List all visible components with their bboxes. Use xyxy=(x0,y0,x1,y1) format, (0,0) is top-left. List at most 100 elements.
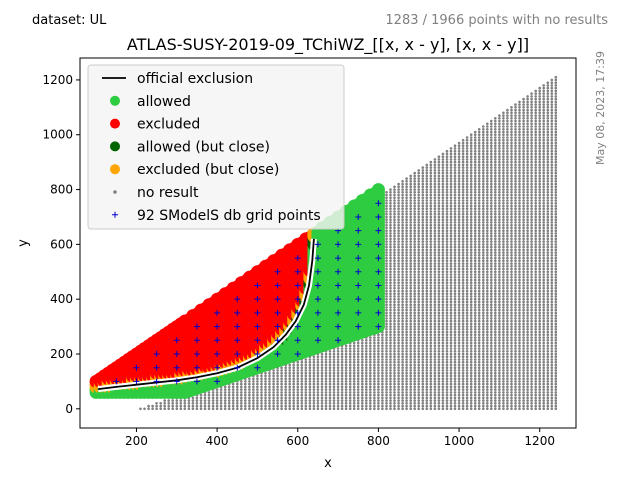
no-result-point xyxy=(494,402,497,405)
no-result-point xyxy=(433,295,437,298)
no-result-point xyxy=(510,297,513,301)
no-result-point xyxy=(502,152,505,156)
no-result-point xyxy=(445,185,449,189)
no-result-point xyxy=(421,199,425,202)
no-result-point xyxy=(522,328,525,331)
no-result-point xyxy=(417,265,421,268)
no-result-point xyxy=(510,402,513,405)
no-result-point xyxy=(312,393,316,397)
no-result-point xyxy=(171,402,174,405)
no-result-point xyxy=(469,141,473,145)
no-result-point xyxy=(445,218,449,221)
no-result-point xyxy=(514,347,517,350)
no-result-point xyxy=(502,388,505,391)
no-result-point xyxy=(369,350,372,353)
no-result-point xyxy=(433,311,437,315)
no-result-point xyxy=(405,273,408,276)
no-result-point xyxy=(389,317,392,320)
no-result-point xyxy=(526,407,529,411)
no-result-point xyxy=(469,363,473,367)
no-result-point xyxy=(437,243,441,246)
no-result-point xyxy=(522,138,525,142)
no-result-point xyxy=(445,382,449,386)
no-result-point xyxy=(421,325,425,328)
no-result-point xyxy=(191,399,195,402)
no-result-point xyxy=(441,158,445,161)
no-result-point xyxy=(377,369,380,372)
no-result-point xyxy=(336,347,340,350)
no-result-point xyxy=(518,223,521,227)
no-result-point xyxy=(457,223,461,227)
no-result-point xyxy=(498,322,501,326)
no-result-point xyxy=(457,374,461,378)
no-result-point xyxy=(437,270,441,274)
no-result-point xyxy=(223,393,227,397)
no-result-point xyxy=(490,402,493,405)
no-result-point xyxy=(405,286,408,290)
no-result-point xyxy=(514,103,517,106)
no-result-point xyxy=(514,289,517,293)
no-result-point xyxy=(377,352,380,356)
no-result-point xyxy=(348,391,352,394)
no-result-point xyxy=(373,358,376,361)
no-result-point xyxy=(401,245,404,249)
no-result-point xyxy=(498,358,501,361)
no-result-point xyxy=(252,380,255,383)
no-result-point xyxy=(473,232,477,235)
no-result-point xyxy=(486,303,489,307)
no-result-point xyxy=(284,407,288,411)
no-result-point xyxy=(510,226,513,230)
no-result-point xyxy=(477,144,481,147)
no-result-point xyxy=(514,358,517,361)
no-result-point xyxy=(361,344,364,348)
no-result-point xyxy=(409,182,413,186)
no-result-point xyxy=(413,254,417,257)
no-result-point xyxy=(498,144,501,147)
no-result-point xyxy=(147,407,150,411)
no-result-point xyxy=(260,393,263,397)
no-result-point xyxy=(477,306,481,309)
no-result-point xyxy=(461,254,465,257)
no-result-point xyxy=(381,333,384,337)
no-result-point xyxy=(280,385,283,389)
no-result-point xyxy=(352,360,356,364)
no-result-point xyxy=(498,336,501,339)
no-result-point xyxy=(510,267,513,271)
no-result-point xyxy=(421,385,425,389)
no-result-point xyxy=(498,240,501,243)
no-result-point xyxy=(143,407,146,411)
no-result-point xyxy=(522,133,525,136)
no-result-point xyxy=(401,391,404,394)
no-result-point xyxy=(195,407,199,411)
no-result-point xyxy=(522,262,525,265)
no-result-point xyxy=(437,402,441,405)
no-result-point xyxy=(526,306,529,309)
no-result-point xyxy=(397,388,400,391)
no-result-point xyxy=(494,122,497,126)
no-result-point xyxy=(385,317,388,320)
no-result-point xyxy=(498,234,501,238)
no-result-point xyxy=(449,407,453,411)
no-result-point xyxy=(421,407,425,411)
no-result-point xyxy=(409,259,413,263)
no-result-point xyxy=(477,259,481,263)
no-result-point xyxy=(449,265,453,268)
no-result-point xyxy=(457,300,461,304)
no-result-point xyxy=(526,169,529,172)
no-result-point xyxy=(300,385,304,389)
no-result-point xyxy=(526,273,529,276)
no-result-point xyxy=(510,108,513,112)
no-result-point xyxy=(486,226,489,230)
no-result-point xyxy=(441,385,445,389)
no-result-point xyxy=(469,202,473,205)
no-result-point xyxy=(445,303,449,307)
no-result-point xyxy=(437,336,441,339)
no-result-point xyxy=(445,267,449,271)
no-result-point xyxy=(473,371,477,375)
no-result-point xyxy=(441,303,445,307)
no-result-point xyxy=(482,374,485,378)
no-result-point xyxy=(409,174,413,178)
no-result-point xyxy=(526,270,529,274)
no-result-point xyxy=(522,223,525,227)
no-result-point xyxy=(393,229,396,232)
